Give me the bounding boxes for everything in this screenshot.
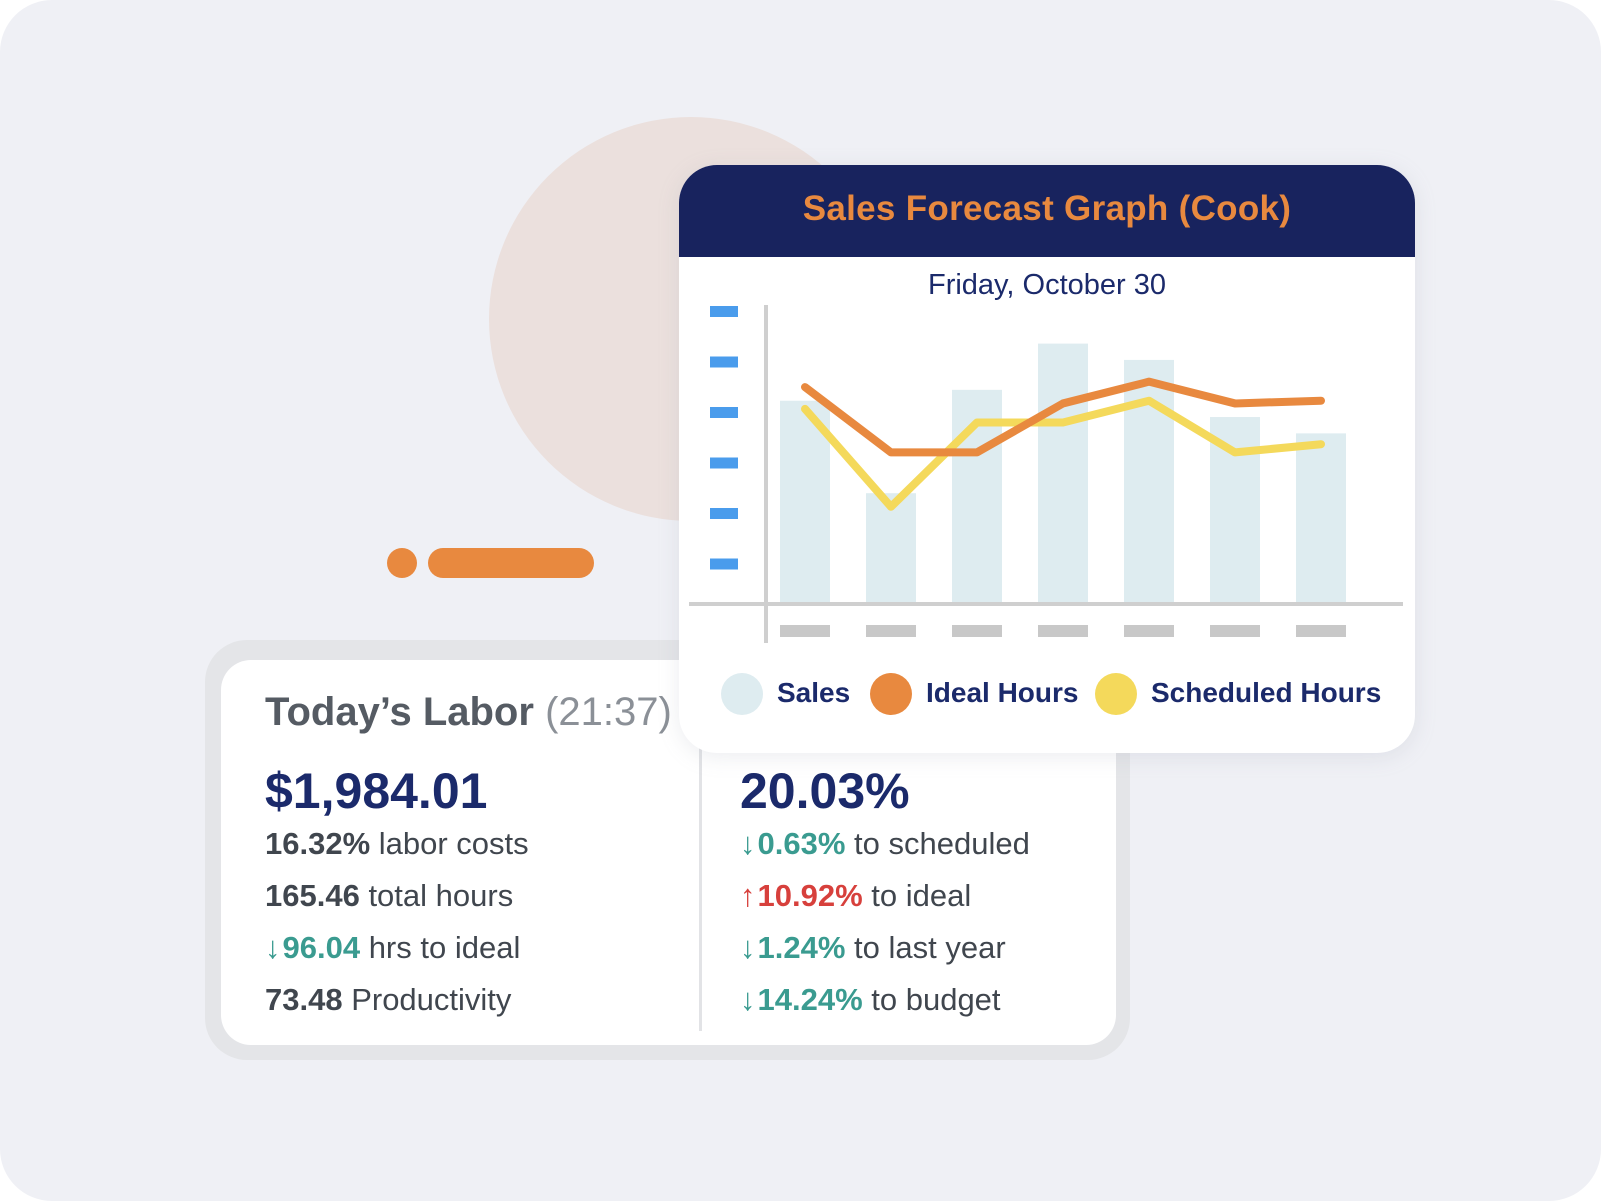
stat-value: 16.32% (265, 826, 371, 861)
sales-bar (1296, 433, 1346, 602)
sales-forecast-chart (689, 305, 1403, 643)
stat-line: ↓0.63% to scheduled (740, 826, 1030, 862)
stat-value: 14.24% (757, 982, 863, 1017)
stat-value: 165.46 (265, 878, 360, 913)
stat-text: total hours (359, 878, 514, 913)
stat-line: ↓14.24% to budget (740, 982, 1001, 1018)
legend-label: Sales (777, 677, 851, 708)
arrow-down-icon: ↓ (265, 930, 281, 965)
stat-line: 73.48 Productivity (265, 982, 511, 1018)
stat-line: ↑10.92% to ideal (740, 878, 971, 914)
stat-value: 1.24% (757, 930, 846, 965)
arrow-up-icon: ↑ (740, 878, 756, 913)
legend-label: Scheduled Hours (1151, 677, 1382, 708)
x-tick-label (1124, 625, 1174, 637)
y-tick-mark (710, 356, 738, 368)
y-tick-mark (710, 407, 738, 418)
stat-text: to last year (845, 930, 1006, 965)
legend-swatch (721, 673, 763, 715)
x-tick-label (1210, 625, 1260, 637)
labor-cost-value: $1,984.01 (265, 763, 488, 819)
stat-text: Productivity (342, 982, 512, 1017)
y-tick-mark (710, 457, 738, 469)
x-tick-label (1038, 625, 1088, 637)
labor-percent-value: 20.03% (740, 763, 910, 819)
y-tick-mark (710, 508, 738, 519)
ideal-hours-line (801, 377, 1325, 457)
y-tick-mark (710, 558, 738, 570)
y-tick-mark (710, 306, 738, 317)
labor-title-text: Today’s Labor (265, 690, 534, 734)
sales-bar (866, 493, 916, 602)
x-tick-label (952, 625, 1002, 637)
chart-card: Sales Forecast Graph (Cook) Friday, Octo… (679, 165, 1415, 753)
stat-line: ↓96.04 hrs to ideal (265, 930, 520, 966)
legend-swatch (870, 673, 912, 715)
sales-bar (1124, 359, 1174, 602)
chart-date: Friday, October 30 (927, 269, 1166, 301)
arrow-down-icon: ↓ (740, 826, 756, 861)
stat-value: 10.92% (757, 878, 863, 913)
stat-line: ↓1.24% to last year (740, 930, 1006, 966)
stat-value: 0.63% (757, 826, 846, 861)
stat-text: to ideal (862, 878, 972, 913)
stat-text: hrs to ideal (360, 930, 521, 965)
stat-text: to scheduled (845, 826, 1030, 861)
stat-text: to budget (862, 982, 1001, 1017)
chart-title: Sales Forecast Graph (Cook) (802, 189, 1292, 228)
decorative-dot (387, 548, 417, 578)
sales-bar (780, 400, 830, 602)
stat-line: 165.46 total hours (265, 878, 513, 914)
x-tick-label (780, 625, 830, 637)
sales-bar (1038, 343, 1088, 602)
decorative-pill (428, 548, 594, 578)
x-tick-label (1296, 625, 1346, 637)
stat-text: labor costs (370, 826, 529, 861)
legend-swatch (1095, 673, 1137, 715)
stat-value: 73.48 (265, 982, 343, 1017)
labor-time: (21:37) (545, 690, 672, 734)
chart-header (679, 165, 1415, 257)
legend-label: Ideal Hours (926, 677, 1079, 708)
stat-line: 16.32% labor costs (265, 826, 529, 862)
x-tick-label (866, 625, 916, 637)
labor-title: Today’s Labor (21:37) (265, 690, 672, 735)
arrow-down-icon: ↓ (740, 982, 756, 1017)
scheduled-hours-line (801, 396, 1325, 511)
labor-divider (699, 748, 702, 1031)
stat-value: 96.04 (282, 930, 361, 965)
arrow-down-icon: ↓ (740, 930, 756, 965)
labor-card: Today’s Labor (21:37) $1,984.01 20.03% 1… (221, 660, 1116, 1045)
